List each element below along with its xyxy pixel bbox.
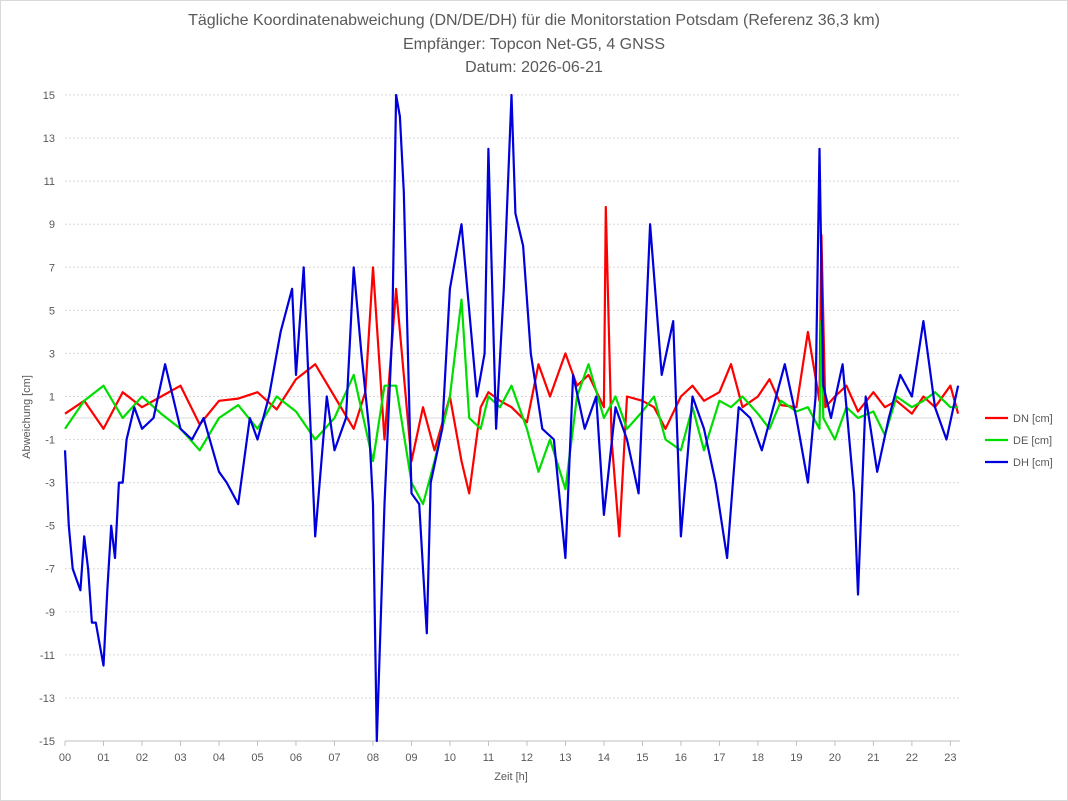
x-tick-label: 15: [636, 752, 648, 764]
y-tick-label: 1: [49, 391, 55, 403]
x-tick-label: 12: [521, 752, 533, 764]
x-tick-label: 11: [483, 752, 494, 764]
y-axis-label: Abweichung [cm]: [21, 375, 33, 459]
x-tick-label: 10: [444, 752, 456, 764]
chart-date: Datum: 2026-06-21: [465, 59, 603, 76]
x-tick-label: 18: [752, 752, 764, 764]
y-tick-label: 9: [49, 219, 55, 231]
x-tick-label: 19: [790, 752, 802, 764]
y-tick-label: 5: [49, 305, 55, 317]
x-tick-label: 13: [559, 752, 571, 764]
x-tick-label: 09: [405, 752, 417, 764]
x-tick-label: 03: [174, 752, 186, 764]
y-tick-label: 13: [43, 133, 55, 145]
x-tick-label: 21: [867, 752, 879, 764]
y-tick-label: -11: [40, 650, 55, 662]
chart-subtitle: Empfänger: Topcon Net-G5, 4 GNSS: [402, 36, 666, 53]
legend-label: DE [cm]: [1013, 435, 1052, 447]
x-tick-label: 06: [290, 752, 302, 764]
legend-label: DH [cm]: [1013, 457, 1053, 469]
y-tick-label: -9: [45, 607, 55, 619]
y-tick-label: -5: [45, 521, 55, 533]
x-axis-label: Zeit [h]: [494, 771, 528, 783]
x-tick-label: 23: [944, 752, 956, 764]
x-tick-label: 02: [136, 752, 148, 764]
series-line-2: [63, 93, 960, 743]
x-tick-label: 22: [906, 752, 918, 764]
x-tick-label: 17: [713, 752, 725, 764]
x-tick-label: 05: [251, 752, 263, 764]
y-tick-label: 15: [43, 90, 55, 102]
series-line-0: [64, 205, 960, 538]
x-tick-label: 16: [675, 752, 687, 764]
x-tick-label: 07: [328, 752, 340, 764]
x-tick-label: 04: [213, 752, 225, 764]
chart-title: Tägliche Koordinatenabweichung (DN/DE/DH…: [188, 12, 880, 29]
y-tick-label: 3: [49, 348, 55, 360]
x-tick-label: 14: [598, 752, 610, 764]
y-tick-label: 11: [44, 176, 55, 188]
x-tick-label: 00: [59, 752, 71, 764]
x-tick-label: 20: [829, 752, 841, 764]
y-tick-label: -7: [45, 564, 55, 576]
y-tick-label: -3: [45, 478, 55, 490]
x-tick-label: 01: [97, 752, 109, 764]
y-tick-label: 7: [49, 262, 55, 274]
y-tick-label: -13: [39, 693, 55, 705]
legend-label: DN [cm]: [1013, 413, 1053, 425]
x-tick-label: 08: [367, 752, 379, 764]
y-tick-label: -1: [45, 435, 55, 447]
y-tick-label: -15: [39, 736, 55, 748]
